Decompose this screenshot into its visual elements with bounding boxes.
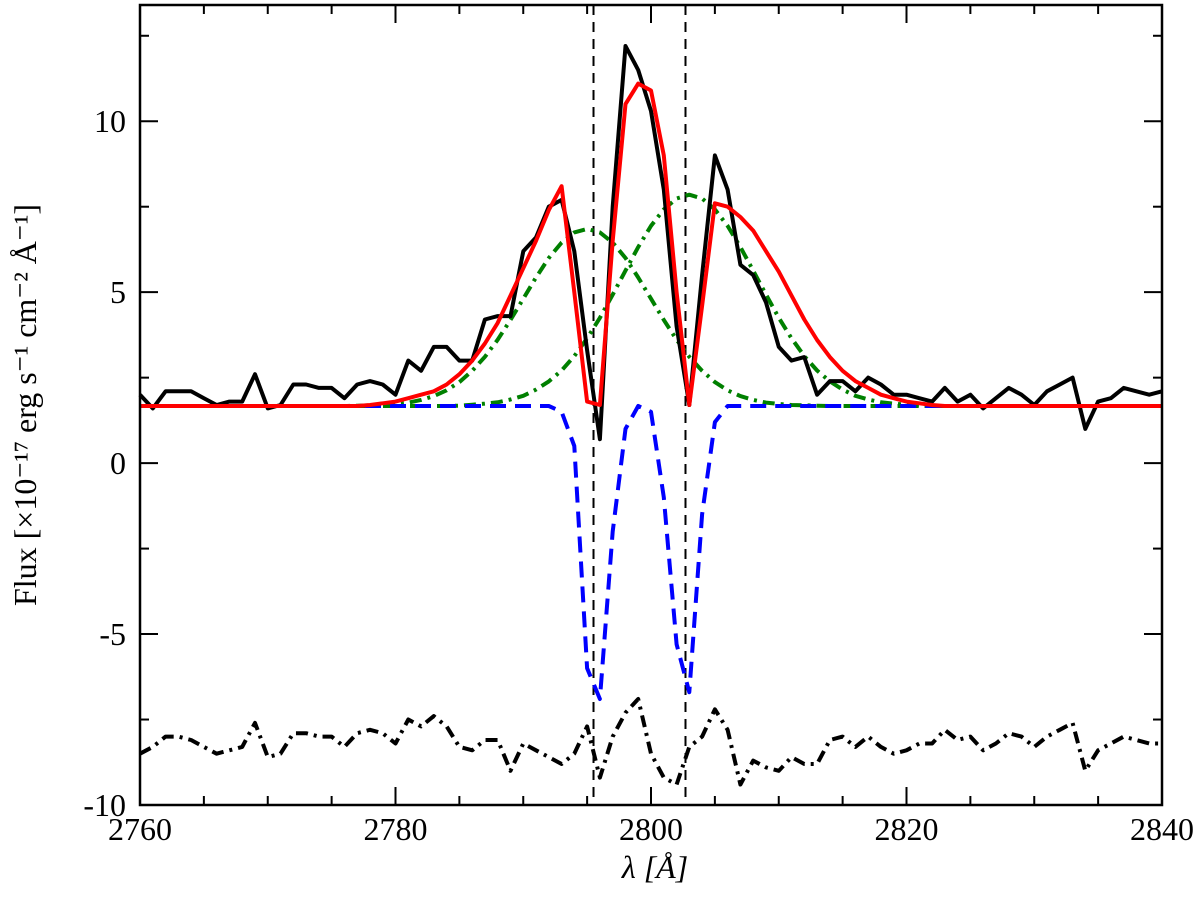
data-line xyxy=(140,226,1162,408)
data-line xyxy=(138,44,1163,442)
y-tick-label: 0 xyxy=(110,445,126,481)
data-line xyxy=(139,697,1162,787)
y-axis-label: Flux [×10⁻¹⁷ erg s⁻¹ cm⁻² Å⁻¹] xyxy=(7,204,43,606)
y-tick-label: -5 xyxy=(99,616,126,652)
x-tick-label: 2840 xyxy=(1130,811,1194,847)
x-tick-label: 2760 xyxy=(108,811,172,847)
y-tick-label: -10 xyxy=(83,787,126,823)
data-line xyxy=(140,404,1162,701)
x-tick-label: 2800 xyxy=(619,811,683,847)
x-tick-label: 2820 xyxy=(875,811,939,847)
x-tick-label: 2780 xyxy=(364,811,428,847)
data-line xyxy=(140,81,1162,408)
y-tick-label: 5 xyxy=(110,274,126,310)
y-tick-label: 10 xyxy=(94,103,126,139)
x-axis-label: λ [Å] xyxy=(621,849,688,885)
